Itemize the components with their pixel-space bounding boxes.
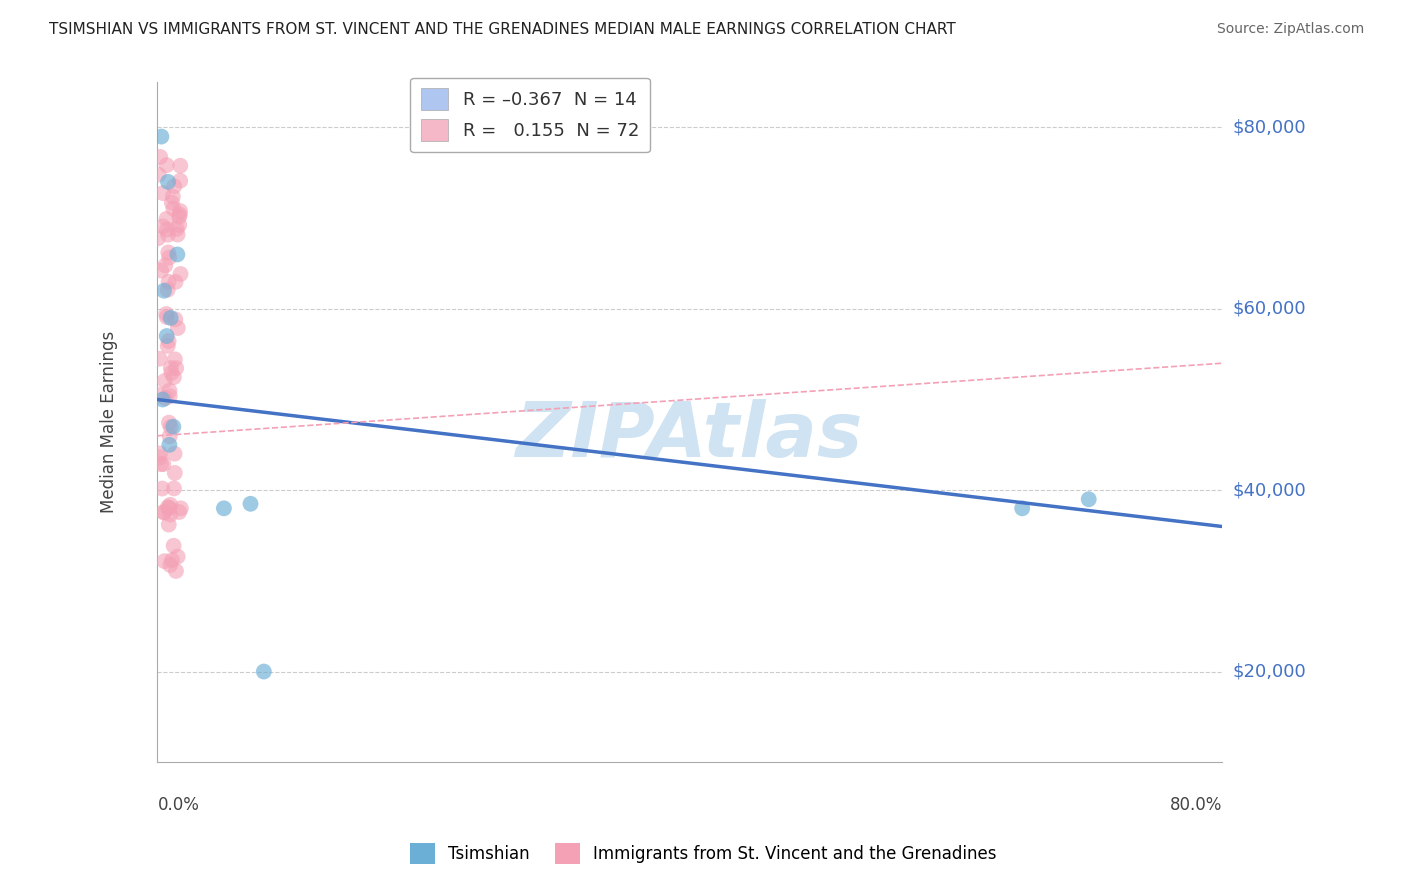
Text: $60,000: $60,000 [1233, 300, 1306, 318]
Point [166, 321, 188, 335]
Point [165, 361, 187, 376]
Point [169, 204, 191, 219]
Point [1011, 501, 1033, 516]
Point [166, 227, 188, 242]
Point [152, 392, 174, 407]
Point [159, 508, 181, 522]
Point [169, 174, 191, 188]
Text: $20,000: $20,000 [1233, 663, 1306, 681]
Legend: Tsimshian, Immigrants from St. Vincent and the Grenadines: Tsimshian, Immigrants from St. Vincent a… [404, 837, 1002, 871]
Text: TSIMSHIAN VS IMMIGRANTS FROM ST. VINCENT AND THE GRENADINES MEDIAN MALE EARNINGS: TSIMSHIAN VS IMMIGRANTS FROM ST. VINCENT… [49, 22, 956, 37]
Point [159, 384, 181, 398]
Point [156, 310, 179, 324]
Point [159, 429, 181, 443]
Point [150, 263, 173, 277]
Point [167, 505, 190, 519]
Point [162, 189, 184, 203]
Point [149, 446, 172, 460]
Point [160, 366, 183, 380]
Point [157, 245, 180, 260]
Point [163, 447, 186, 461]
Point [152, 457, 174, 471]
Point [169, 208, 191, 222]
Point [157, 334, 180, 348]
Point [148, 388, 170, 402]
Point [157, 175, 180, 189]
Point [165, 275, 187, 289]
Point [148, 168, 170, 182]
Text: 80.0%: 80.0% [1170, 797, 1222, 814]
Point [166, 222, 188, 236]
Point [157, 501, 180, 516]
Point [156, 500, 179, 514]
Point [166, 549, 188, 564]
Point [155, 211, 177, 226]
Point [159, 389, 181, 403]
Point [159, 420, 181, 434]
Point [167, 218, 190, 232]
Point [156, 339, 179, 353]
Point [159, 498, 181, 512]
Point [253, 665, 276, 679]
Text: $80,000: $80,000 [1233, 119, 1306, 136]
Point [165, 564, 187, 578]
Point [152, 219, 174, 234]
Point [153, 374, 176, 388]
Point [160, 195, 183, 210]
Point [149, 150, 172, 164]
Point [150, 129, 173, 144]
Point [162, 202, 184, 216]
Point [155, 307, 177, 321]
Point [157, 438, 180, 452]
Legend: R = –0.367  N = 14, R =   0.155  N = 72: R = –0.367 N = 14, R = 0.155 N = 72 [411, 78, 650, 153]
Text: Source: ZipAtlas.com: Source: ZipAtlas.com [1216, 22, 1364, 37]
Point [162, 419, 184, 434]
Point [163, 179, 186, 194]
Point [146, 231, 169, 245]
Point [167, 210, 190, 224]
Point [160, 553, 183, 567]
Point [156, 222, 179, 236]
Point [169, 159, 191, 173]
Point [160, 361, 183, 376]
Point [170, 501, 193, 516]
Point [166, 247, 188, 261]
Point [169, 267, 191, 281]
Point [152, 505, 174, 519]
Point [156, 158, 179, 172]
Point [150, 457, 173, 471]
Point [239, 497, 262, 511]
Point [163, 482, 186, 496]
Point [157, 275, 180, 289]
Point [162, 539, 184, 553]
Text: ZIPAtlas: ZIPAtlas [516, 399, 863, 473]
Point [150, 482, 173, 496]
Point [163, 352, 186, 367]
Point [159, 310, 181, 325]
Point [159, 558, 181, 572]
Point [152, 186, 174, 200]
Text: 0.0%: 0.0% [157, 797, 200, 814]
Point [149, 450, 172, 465]
Point [153, 506, 176, 520]
Point [155, 259, 177, 273]
Point [156, 329, 179, 343]
Point [153, 284, 176, 298]
Point [157, 251, 180, 265]
Point [157, 517, 180, 532]
Point [165, 312, 187, 326]
Point [212, 501, 235, 516]
Point [156, 283, 179, 297]
Point [153, 554, 176, 568]
Point [1077, 492, 1099, 507]
Point [163, 370, 186, 384]
Point [149, 351, 172, 366]
Point [157, 416, 180, 430]
Point [156, 227, 179, 242]
Point [155, 391, 177, 405]
Text: $40,000: $40,000 [1233, 481, 1306, 500]
Point [163, 466, 186, 480]
Text: Median Male Earnings: Median Male Earnings [100, 331, 118, 513]
